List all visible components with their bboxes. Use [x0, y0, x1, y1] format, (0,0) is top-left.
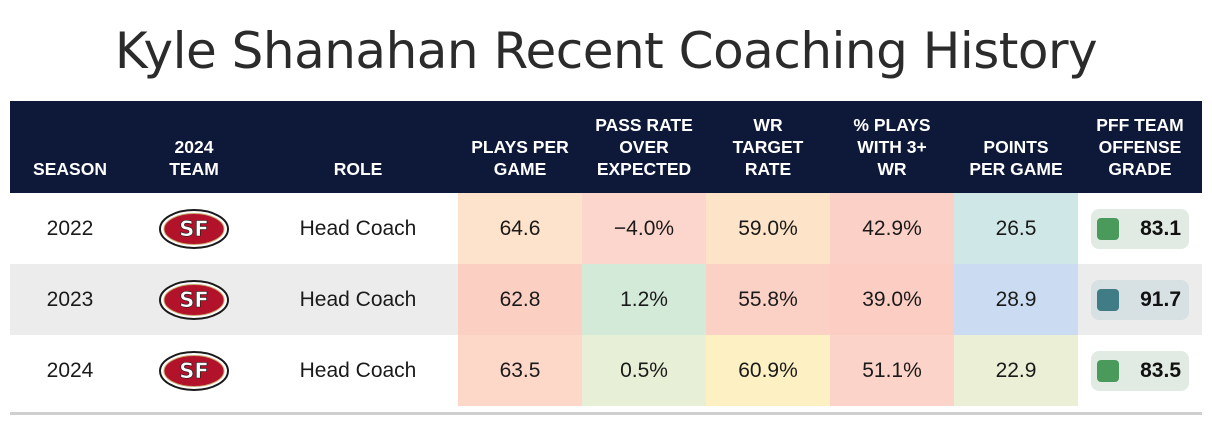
table-row: 2024 SF Head Coach 63.5 0.5% 60.9% 51.1% 22.9 83…: [10, 335, 1202, 406]
table-row: 2022 SF Head Coach 64.6 −4.0% 59.0% 42.9% 26.5 8…: [10, 193, 1202, 264]
header-role: ROLE: [258, 101, 458, 193]
cell-season: 2022: [46, 216, 94, 240]
49ers-logo-icon: SF: [130, 193, 258, 264]
table-bottom-border: [10, 412, 1202, 415]
svg-text:SF: SF: [179, 359, 208, 383]
svg-text:SF: SF: [179, 288, 208, 312]
cell-pff-grade: 83.5: [1078, 335, 1202, 406]
grade-color-swatch: [1097, 359, 1119, 382]
header-pff-grade: PFF TEAM OFFENSE GRADE: [1078, 101, 1202, 193]
header-label: SEASON: [33, 159, 107, 179]
grade-badge: 83.5: [1091, 350, 1189, 391]
cell-role: Head Coach: [299, 287, 417, 311]
cell-pass-rate-over-expected: 1.2%: [582, 264, 706, 335]
49ers-logo-icon: SF: [130, 264, 258, 335]
header-label: WR TARGET RATE: [732, 115, 804, 179]
header-team: 2024 TEAM: [130, 101, 258, 193]
header-wr-target-rate: WR TARGET RATE: [706, 101, 830, 193]
cell-points-per-game: 26.5: [954, 193, 1078, 264]
header-label: PASS RATE OVER EXPECTED: [595, 115, 693, 179]
cell-pff-grade: 91.7: [1078, 264, 1202, 335]
header-label: POINTS PER GAME: [969, 137, 1063, 179]
grade-color-swatch: [1097, 217, 1119, 240]
grade-badge: 83.1: [1091, 208, 1189, 249]
cell-role: Head Coach: [299, 358, 417, 382]
header-plays-per-game: PLAYS PER GAME: [458, 101, 582, 193]
49ers-logo-icon: SF: [130, 335, 258, 406]
svg-text:SF: SF: [179, 217, 208, 241]
cell-wr-target-rate: 55.8%: [706, 264, 830, 335]
header-season: SEASON: [10, 101, 130, 193]
cell-pct-plays-3wr: 39.0%: [830, 264, 954, 335]
cell-pct-plays-3wr: 51.1%: [830, 335, 954, 406]
cell-season: 2023: [46, 287, 94, 311]
cell-wr-target-rate: 60.9%: [706, 335, 830, 406]
header-label: % PLAYS WITH 3+ WR: [853, 115, 931, 179]
cell-pct-plays-3wr: 42.9%: [830, 193, 954, 264]
cell-points-per-game: 22.9: [954, 335, 1078, 406]
page-title: Kyle Shanahan Recent Coaching History: [114, 22, 1098, 80]
cell-pff-grade: 83.1: [1078, 193, 1202, 264]
cell-wr-target-rate: 59.0%: [706, 193, 830, 264]
cell-pass-rate-over-expected: 0.5%: [582, 335, 706, 406]
table-header: SEASON 2024 TEAM ROLE PLAYS PER GAME PASS …: [10, 101, 1202, 193]
header-label: PLAYS PER GAME: [471, 137, 569, 179]
grade-value: 91.7: [1140, 287, 1181, 311]
cell-pass-rate-over-expected: −4.0%: [582, 193, 706, 264]
cell-points-per-game: 28.9: [954, 264, 1078, 335]
cell-season: 2024: [46, 358, 94, 382]
coaching-history-table: SEASON 2024 TEAM ROLE PLAYS PER GAME PASS …: [10, 101, 1202, 406]
header-pct-plays-3wr: % PLAYS WITH 3+ WR: [830, 101, 954, 193]
header-pass-rate-over-expected: PASS RATE OVER EXPECTED: [582, 101, 706, 193]
grade-color-swatch: [1097, 288, 1119, 311]
grade-value: 83.5: [1140, 358, 1181, 382]
header-label: PFF TEAM OFFENSE GRADE: [1096, 115, 1184, 179]
cell-plays-per-game: 63.5: [458, 335, 582, 406]
cell-plays-per-game: 62.8: [458, 264, 582, 335]
header-label: 2024 TEAM: [169, 137, 219, 179]
header-points-per-game: POINTS PER GAME: [954, 101, 1078, 193]
header-label: ROLE: [333, 159, 383, 179]
table-row: 2023 SF Head Coach 62.8 1.2% 55.8% 39.0% 28.9 91…: [10, 264, 1202, 335]
grade-badge: 91.7: [1091, 279, 1189, 320]
cell-plays-per-game: 64.6: [458, 193, 582, 264]
cell-role: Head Coach: [299, 216, 417, 240]
grade-value: 83.1: [1140, 216, 1181, 240]
